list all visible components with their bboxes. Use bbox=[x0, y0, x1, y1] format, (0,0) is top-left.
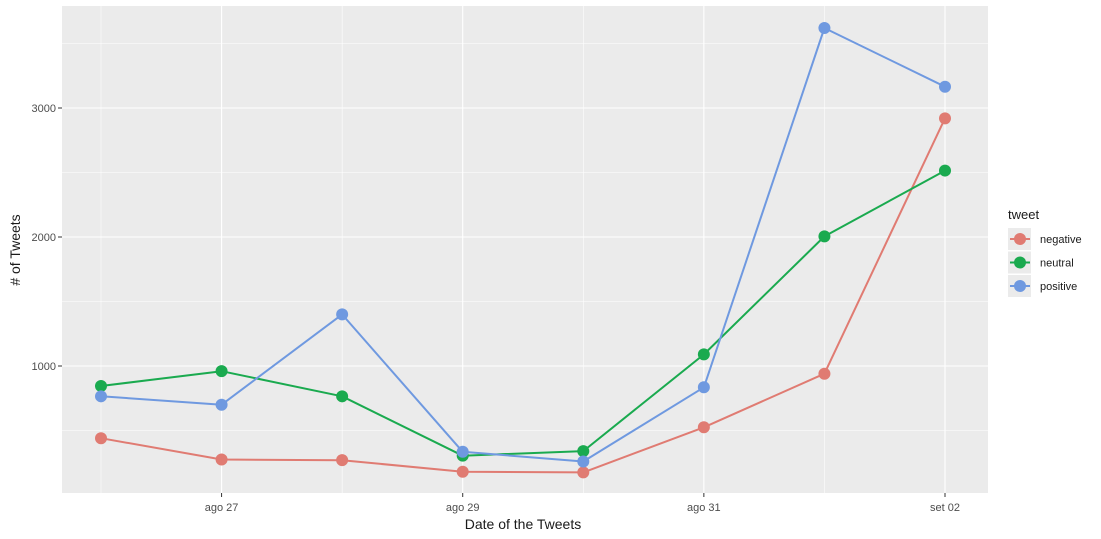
y-tick-label: 3000 bbox=[32, 103, 56, 115]
data-point-neutral bbox=[577, 445, 590, 458]
legend-key-point bbox=[1014, 256, 1026, 269]
x-tick-label: ago 27 bbox=[205, 502, 239, 514]
data-point-positive bbox=[336, 308, 349, 321]
series-layer bbox=[95, 22, 951, 479]
data-point-negative bbox=[215, 453, 228, 466]
data-point-negative bbox=[818, 367, 831, 380]
legend-title: tweet bbox=[1008, 207, 1039, 222]
data-point-positive bbox=[215, 398, 228, 411]
x-axis-title: Date of the Tweets bbox=[465, 516, 581, 532]
x-tick-label: ago 29 bbox=[446, 502, 480, 514]
legend-label: negative bbox=[1040, 234, 1082, 246]
data-point-positive bbox=[939, 80, 951, 93]
data-point-positive bbox=[95, 390, 107, 403]
data-point-neutral bbox=[697, 348, 710, 361]
data-point-negative bbox=[336, 454, 349, 467]
legend: tweet negative neutral positive bbox=[1008, 207, 1082, 297]
data-point-negative bbox=[95, 432, 107, 445]
data-point-negative bbox=[577, 466, 590, 479]
data-point-positive bbox=[818, 22, 831, 35]
data-point-negative bbox=[456, 465, 469, 478]
y-tick-label: 1000 bbox=[32, 361, 56, 373]
legend-key-point bbox=[1014, 233, 1026, 245]
x-tick-label: set 02 bbox=[930, 502, 960, 514]
minor-gridlines bbox=[62, 6, 988, 493]
data-point-neutral bbox=[939, 164, 951, 177]
legend-label: neutral bbox=[1040, 258, 1074, 270]
data-point-negative bbox=[697, 421, 710, 434]
plot-panel bbox=[62, 6, 988, 493]
series-line-positive bbox=[100, 27, 946, 463]
y-tick-label: 2000 bbox=[32, 232, 56, 244]
data-point-neutral bbox=[95, 379, 107, 392]
data-point-neutral bbox=[215, 365, 228, 378]
legend-label: positive bbox=[1040, 281, 1077, 293]
series-line-neutral bbox=[100, 169, 946, 457]
data-point-negative bbox=[939, 112, 951, 125]
data-point-positive bbox=[577, 455, 590, 468]
y-axis-title: # of Tweets bbox=[7, 214, 23, 285]
legend-key-point bbox=[1014, 280, 1026, 292]
data-point-positive bbox=[697, 381, 710, 394]
data-point-neutral bbox=[818, 230, 831, 243]
data-point-positive bbox=[456, 445, 469, 458]
series-line-negative bbox=[100, 117, 946, 474]
x-tick-label: ago 31 bbox=[687, 502, 721, 514]
axes: 1000 2000 3000 ago 27 ago 29 ago 31 set 02 bbox=[32, 103, 960, 514]
data-point-neutral bbox=[336, 390, 349, 403]
